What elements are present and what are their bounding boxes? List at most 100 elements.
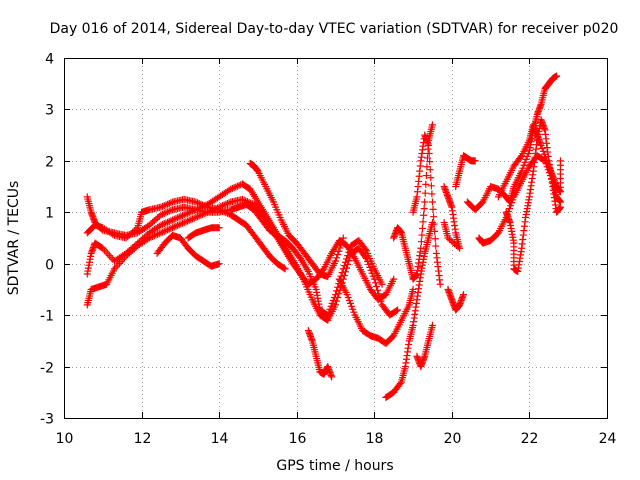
data-point — [185, 216, 193, 224]
data-point — [417, 244, 425, 252]
x-tick-label: 18 — [366, 431, 384, 447]
data-point — [200, 202, 208, 210]
data-point — [152, 231, 160, 239]
data-point — [159, 228, 167, 236]
data-point — [222, 200, 230, 208]
data-point — [338, 269, 346, 277]
data-point — [177, 220, 185, 228]
data-point — [160, 227, 168, 235]
data-point — [326, 305, 334, 313]
data-point — [335, 247, 343, 255]
data-point — [104, 250, 112, 258]
data-point — [373, 282, 381, 290]
data-point — [105, 252, 113, 260]
data-point — [157, 203, 165, 211]
x-tick-label: 14 — [211, 431, 229, 447]
data-point — [425, 141, 433, 149]
y-tick-label: 4 — [45, 52, 54, 68]
data-point — [348, 302, 356, 310]
data-point — [169, 224, 177, 232]
data-point — [124, 233, 132, 241]
x-axis-title: GPS time / hours — [276, 458, 393, 474]
data-point — [333, 287, 341, 295]
data-point — [426, 158, 434, 166]
data-point — [431, 227, 439, 235]
data-point — [150, 217, 158, 225]
y-tick-label: 1 — [45, 206, 54, 222]
series-track-7 — [246, 159, 347, 281]
x-tick-label: 24 — [599, 431, 617, 447]
data-point — [345, 296, 353, 304]
data-point — [409, 285, 417, 293]
data-point — [167, 217, 175, 225]
data-point — [238, 195, 246, 203]
data-point — [454, 243, 462, 251]
y-tick-label: 3 — [45, 103, 54, 119]
series-track-20 — [494, 121, 564, 201]
data-point — [459, 291, 467, 299]
series-track-16 — [452, 152, 479, 191]
data-point — [420, 211, 428, 219]
data-point — [337, 241, 345, 249]
series-track-10 — [382, 219, 436, 401]
data-point — [129, 244, 137, 252]
y-tick-label: 2 — [45, 155, 54, 171]
data-point — [217, 206, 225, 214]
series-track-12 — [409, 131, 444, 288]
data-point — [324, 311, 332, 319]
y-tick-label: -3 — [40, 412, 54, 428]
data-point — [431, 235, 439, 243]
data-point — [180, 219, 188, 227]
data-point — [538, 144, 546, 152]
data-point — [170, 215, 178, 223]
data-point — [197, 200, 205, 208]
data-point — [102, 248, 110, 256]
data-point — [152, 215, 160, 223]
data-point — [374, 286, 382, 294]
data-point — [130, 242, 138, 250]
data-point — [521, 158, 529, 166]
data-point — [426, 166, 434, 174]
data-point — [172, 215, 180, 223]
data-point — [390, 275, 398, 283]
data-point — [419, 218, 427, 226]
data-point — [230, 184, 238, 192]
data-point — [327, 302, 335, 310]
data-point — [346, 299, 354, 307]
data-point — [124, 248, 132, 256]
data-point — [160, 220, 168, 228]
data-point — [127, 230, 135, 238]
data-point — [325, 308, 333, 316]
series-track-9 — [335, 275, 417, 347]
data-point — [376, 294, 384, 302]
data-point — [165, 225, 173, 233]
data-point — [518, 167, 526, 175]
data-point — [170, 223, 178, 231]
data-point — [522, 155, 530, 163]
data-point — [228, 184, 236, 192]
data-point — [167, 206, 175, 214]
data-point — [159, 202, 167, 210]
data-point — [150, 232, 158, 240]
data-point — [132, 241, 140, 249]
data-point — [134, 239, 142, 247]
series-track-8 — [304, 327, 336, 381]
data-point — [177, 212, 185, 220]
data-point — [139, 235, 147, 243]
x-tick-label: 16 — [289, 431, 307, 447]
data-point — [338, 237, 346, 245]
data-point — [456, 244, 464, 252]
data-point — [192, 198, 200, 206]
series-track-2 — [83, 180, 402, 324]
y-tick-label: -1 — [40, 309, 54, 325]
data-point — [223, 209, 231, 217]
data-point — [543, 156, 551, 164]
data-point — [427, 174, 435, 182]
data-point — [159, 210, 167, 218]
data-point — [336, 244, 344, 252]
data-point — [165, 217, 173, 225]
data-point — [422, 180, 430, 188]
plot-frame — [64, 58, 608, 419]
data-point — [140, 233, 148, 241]
data-point — [109, 230, 117, 238]
